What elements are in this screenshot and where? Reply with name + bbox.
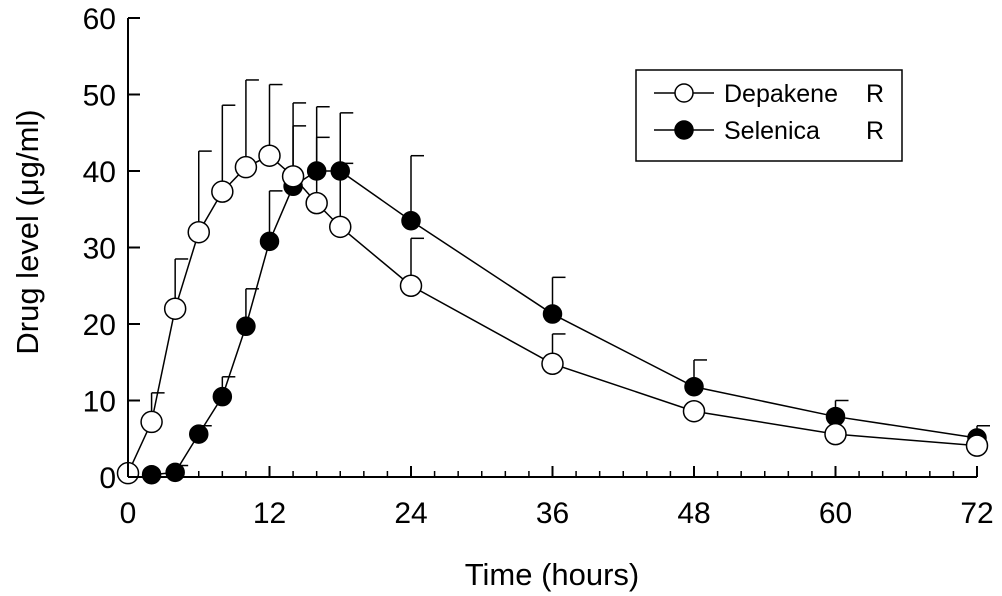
y-tick-label: 20: [83, 309, 116, 342]
data-point: [825, 406, 846, 427]
data-point: [189, 424, 209, 444]
data-point: [305, 191, 328, 215]
data-point: [187, 220, 210, 244]
legend-suffix-selenica: R: [866, 117, 884, 145]
data-point: [281, 165, 305, 188]
data-point: [682, 399, 706, 423]
x-axis-title: Time (hours): [465, 557, 640, 592]
data-point: [140, 410, 163, 434]
data-point: [399, 274, 423, 297]
x-tick-label: 0: [120, 497, 137, 530]
x-ticks: 0 12 24 36 48 60 72: [120, 466, 994, 530]
x-tick-label: 24: [394, 497, 427, 530]
data-point: [965, 434, 989, 457]
data-point: [542, 304, 563, 324]
y-ticks: 0 10 20 30 40 50 60: [83, 3, 140, 495]
legend-label-depakene: Depakene: [724, 80, 838, 108]
data-point: [163, 297, 187, 320]
x-tick-label: 36: [536, 497, 569, 530]
y-tick-label: 30: [83, 233, 116, 266]
y-tick-label: 40: [83, 156, 116, 189]
x-tick-label: 72: [960, 497, 993, 530]
data-point: [212, 386, 233, 407]
y-axis-title: Drug level (μg/ml): [10, 109, 45, 354]
data-point: [236, 316, 256, 337]
data-point: [824, 422, 847, 446]
y-tick-label: 50: [83, 80, 116, 113]
y-tick-label: 10: [83, 386, 116, 419]
data-point: [258, 144, 281, 167]
data-point: [234, 155, 258, 179]
legend-marker-selenica: [674, 120, 694, 140]
plot-area: [116, 79, 990, 485]
y-tick-label: 60: [83, 3, 116, 36]
series-depakene: [116, 79, 989, 485]
y-tick-label: 0: [99, 462, 116, 495]
data-point: [329, 215, 352, 239]
legend-suffix-depakene: R: [866, 80, 884, 108]
x-tick-label: 48: [677, 497, 710, 530]
axes: 0 10 20 30 40 50 60 0 12 24 36 48 60 72 Time (hours)…: [10, 3, 994, 592]
legend: Depakene R Selenica R: [635, 69, 903, 162]
legend-marker-depakene: [674, 83, 694, 103]
data-point: [211, 180, 234, 203]
data-point: [401, 210, 421, 231]
data-point: [541, 352, 564, 376]
data-point: [259, 231, 280, 252]
series-selenica: [141, 125, 990, 485]
legend-label-selenica: Selenica: [724, 117, 820, 145]
data-point: [684, 376, 704, 397]
x-tick-label: 60: [819, 497, 852, 530]
x-tick-label: 12: [253, 497, 286, 530]
series-line: [151, 170, 978, 476]
